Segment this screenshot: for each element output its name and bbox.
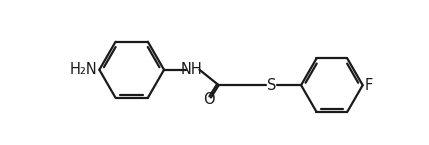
Text: S: S xyxy=(267,78,277,93)
Text: O: O xyxy=(203,92,214,107)
Text: H₂N: H₂N xyxy=(69,62,97,77)
Text: NH: NH xyxy=(181,62,202,77)
Text: F: F xyxy=(365,78,373,93)
